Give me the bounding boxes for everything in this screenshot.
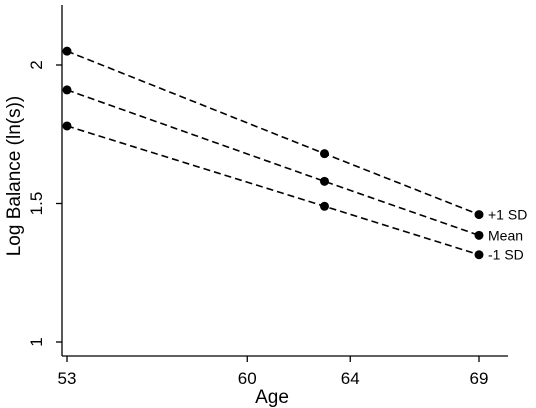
x-tick-label: 60 — [238, 369, 257, 388]
data-point — [474, 230, 484, 240]
series-0: +1 SD — [62, 46, 527, 223]
data-point — [474, 250, 484, 260]
data-point — [474, 210, 484, 220]
x-ticks: 53 60 64 69 — [58, 356, 489, 388]
data-point — [320, 149, 329, 159]
y-tick-label: 2 — [27, 60, 46, 69]
data-point — [62, 46, 72, 56]
series-group: +1 SD Mean -1 SD — [62, 46, 527, 263]
y-tick-label: 1.5 — [27, 192, 46, 216]
data-point — [62, 121, 72, 131]
series-2: -1 SD — [62, 121, 524, 263]
data-point — [62, 85, 72, 95]
x-tick-label: 64 — [341, 369, 360, 388]
y-axis-title: Log Balance (ln(s)) — [4, 96, 25, 257]
series-line — [66, 89, 480, 237]
y-tick-label: 1 — [27, 337, 46, 346]
series-label: -1 SD — [488, 247, 524, 263]
axes — [61, 5, 508, 357]
y-ticks: 11.52 — [27, 60, 62, 347]
data-point — [320, 201, 329, 211]
series-label: Mean — [488, 227, 523, 243]
x-tick-label: 53 — [58, 369, 77, 388]
data-point — [320, 176, 329, 186]
series-label: +1 SD — [488, 207, 527, 223]
series-1: Mean — [62, 85, 523, 243]
x-tick-label: 69 — [470, 369, 489, 388]
x-axis-title: Age — [255, 387, 289, 408]
